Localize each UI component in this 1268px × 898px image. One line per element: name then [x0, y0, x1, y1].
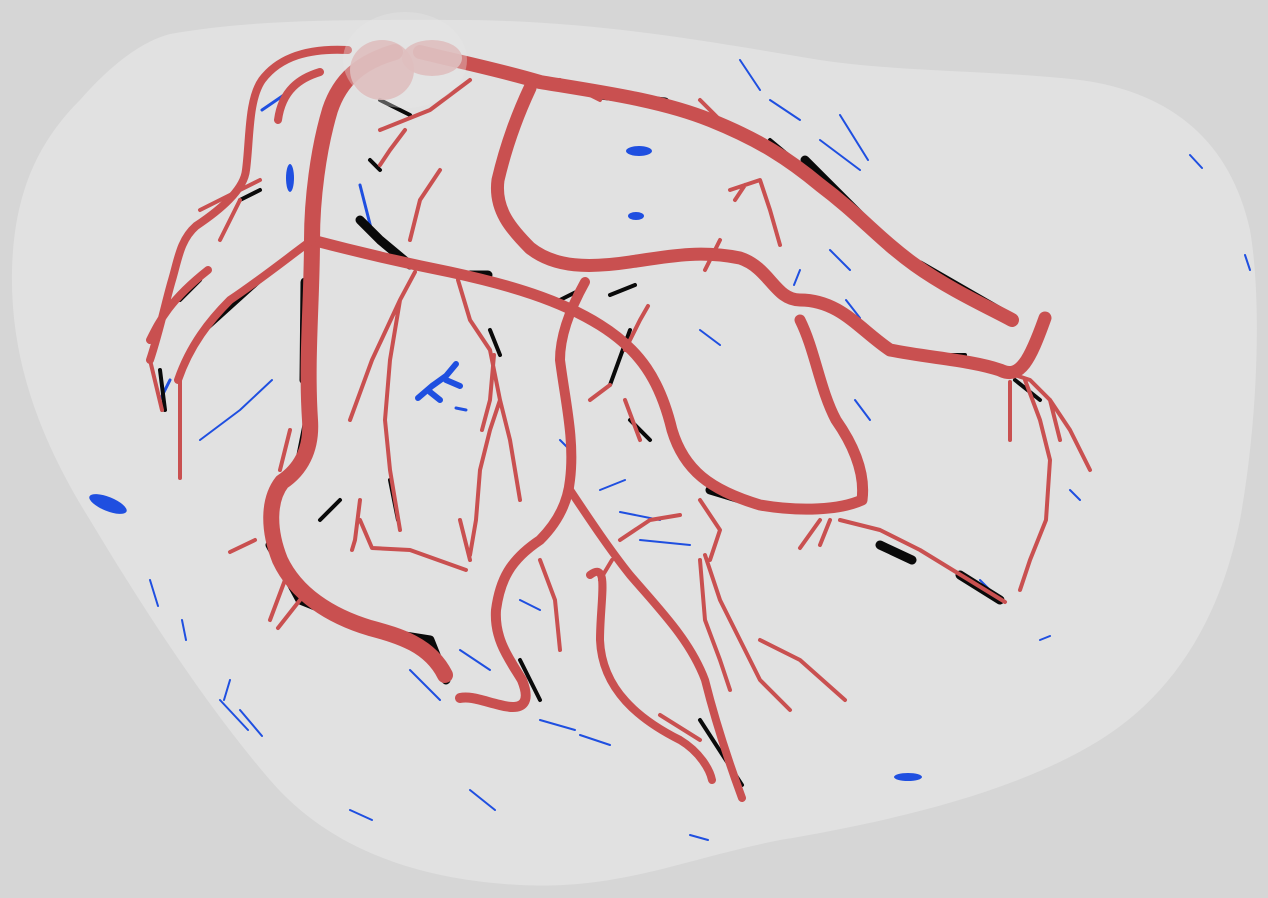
artery-main-trunk [263, 44, 453, 683]
artery-top-branch [413, 45, 1019, 327]
artery-descending [490, 81, 1052, 379]
vein-blob [628, 212, 644, 220]
artery-mid-branch [455, 277, 590, 712]
vein-blob [894, 773, 922, 781]
vein-blob [89, 494, 127, 514]
vein-segment [415, 361, 463, 403]
vein-segment [158, 82, 468, 412]
aortic-root-right [402, 40, 462, 76]
arteries [146, 44, 1092, 802]
vein-blob [626, 146, 652, 156]
artery-thin-branches [148, 78, 1092, 742]
vein-blob [286, 164, 294, 192]
artery-cross-branch [306, 234, 869, 515]
aortic-root-glow [343, 12, 467, 108]
artery-lower-branch [566, 486, 746, 802]
aortic-root-left [350, 40, 414, 100]
heart-region [11, 19, 1257, 886]
aortic-root [343, 12, 467, 108]
